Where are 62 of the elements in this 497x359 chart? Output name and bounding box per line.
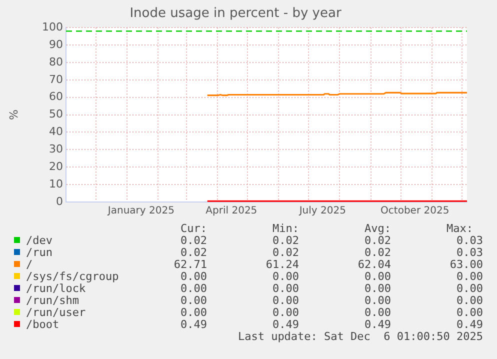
text: 0.02: [364, 246, 391, 259]
x-tick-label: July 2025: [298, 206, 346, 217]
y-tick-label: 40: [49, 125, 63, 138]
legend-label: /run/lock: [26, 282, 86, 295]
text: 0.49: [272, 318, 299, 331]
y-axis-title: %: [7, 110, 20, 120]
text: 0.00: [364, 306, 391, 319]
text: Avg:: [364, 222, 391, 235]
legend-label: /run: [26, 246, 52, 259]
text: 0.49: [180, 318, 207, 331]
y-tick-label: 60: [49, 90, 63, 104]
x-tick-label: April 2025: [206, 206, 258, 217]
text: 0.00: [364, 270, 391, 283]
text: 62.71: [174, 258, 207, 271]
text: 0.49: [364, 318, 391, 331]
text: 0.00: [272, 270, 299, 283]
text: 0.00: [272, 282, 299, 295]
text: 0.49: [456, 318, 483, 331]
text: 0.00: [180, 294, 207, 307]
legend-label: /dev: [26, 234, 52, 247]
text: 0.00: [180, 282, 207, 295]
text: Cur:: [180, 222, 207, 235]
text: Min:: [272, 222, 299, 235]
text: 0.00: [456, 282, 483, 295]
text: 0.00: [456, 294, 483, 307]
chart-title: Inode usage in percent - by year: [130, 6, 342, 22]
text: 0.00: [180, 306, 207, 319]
legend-label: /run/shm: [26, 294, 79, 307]
y-tick-label: 100: [42, 20, 63, 34]
text: 61.24: [266, 258, 299, 271]
text: 0.02: [180, 246, 207, 259]
text: 0.03: [456, 246, 483, 259]
legend-label: /: [26, 258, 33, 271]
text: Last update: Sat Dec 6 01:00:50 2025: [238, 330, 483, 343]
text: 0.00: [272, 294, 299, 307]
legend-label: /boot: [26, 318, 60, 331]
y-tick-label: 0: [56, 194, 63, 208]
text: 0.02: [272, 246, 299, 259]
text: 0.02: [272, 234, 299, 247]
y-tick-label: 10: [49, 177, 63, 190]
y-tick-label: 50: [49, 108, 63, 121]
text: 0.00: [180, 270, 207, 283]
y-tick-label: 80: [49, 55, 63, 68]
y-tick-label: 70: [49, 72, 63, 86]
legend-label: /run/user: [26, 306, 86, 319]
text: 62.04: [358, 258, 391, 271]
y-tick-label: 90: [49, 38, 63, 51]
text: 0.03: [456, 234, 483, 247]
text: 63.00: [450, 258, 483, 271]
text: 0.00: [456, 270, 483, 283]
text: 0.02: [364, 234, 391, 247]
y-tick-label: 30: [49, 142, 63, 156]
text: 0.00: [272, 306, 299, 319]
text: 0.00: [364, 294, 391, 307]
text: 0.02: [180, 234, 207, 247]
legend-label: /sys/fs/cgroup: [26, 270, 119, 283]
text: 0.00: [364, 282, 391, 295]
x-tick-label: January 2025: [106, 206, 174, 217]
y-tick-label: 20: [49, 160, 63, 173]
text: 0.00: [456, 306, 483, 319]
x-tick-label: October 2025: [380, 206, 450, 217]
text: Max:: [446, 222, 473, 235]
